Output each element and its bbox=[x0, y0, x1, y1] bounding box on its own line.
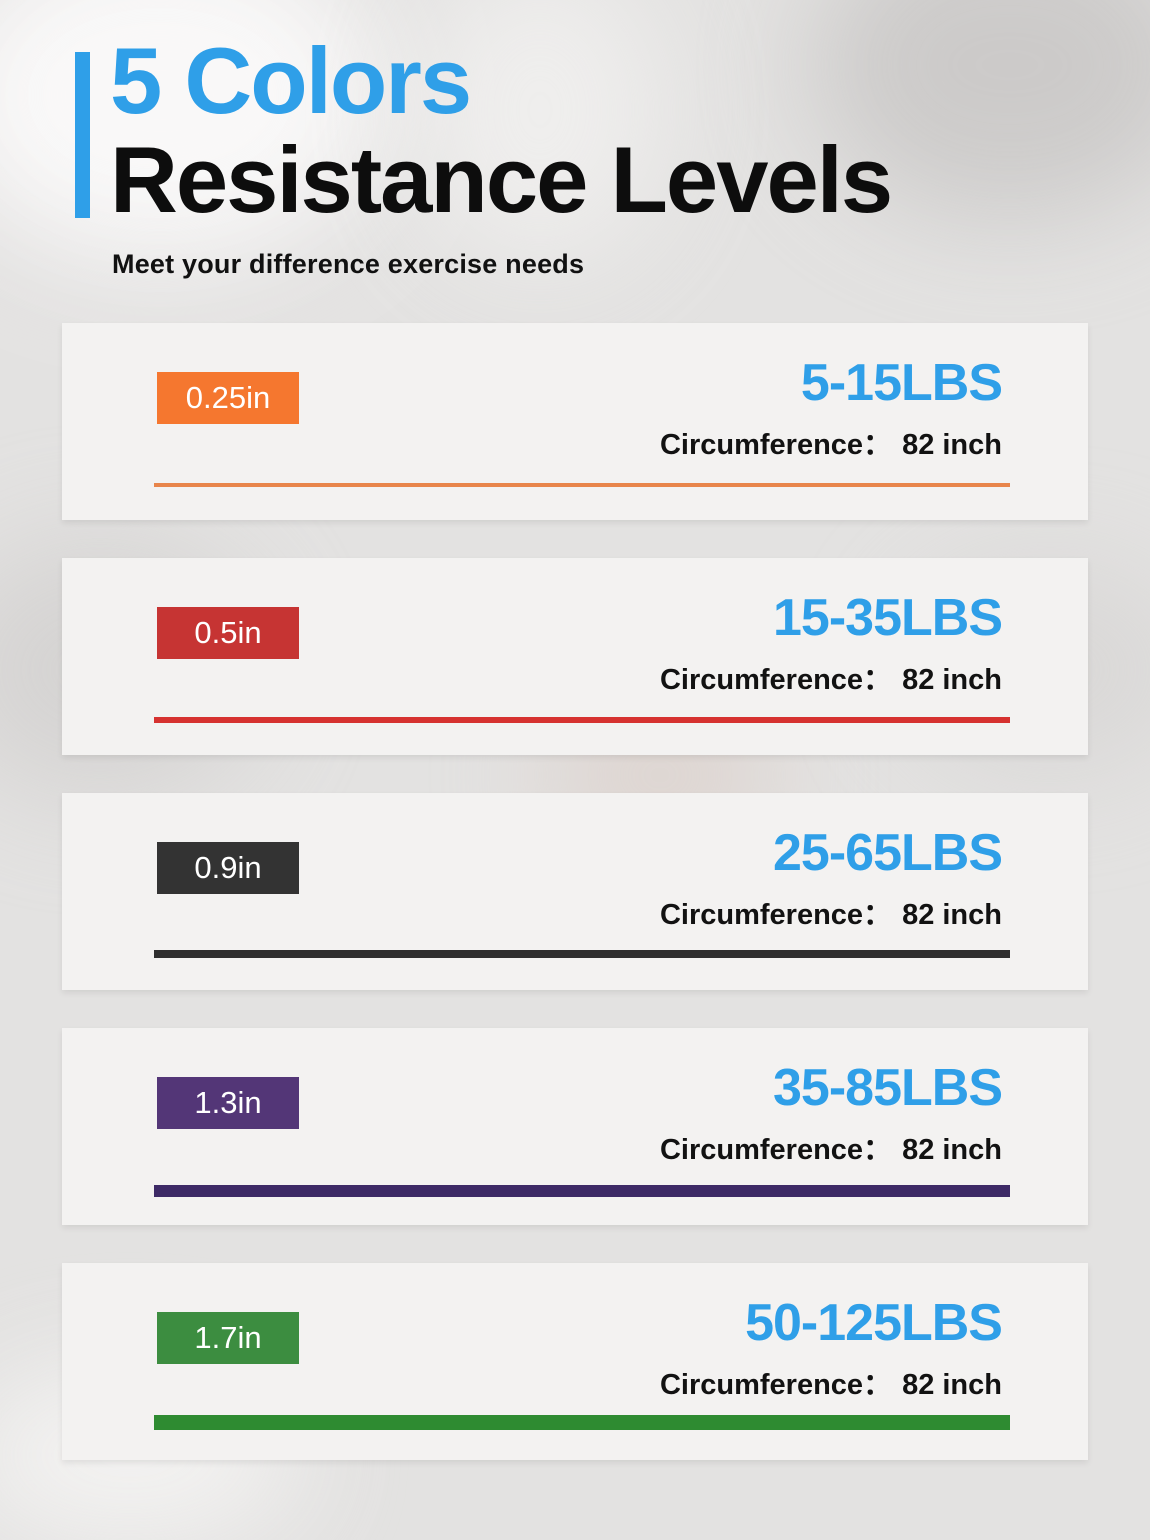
band-thickness-line bbox=[154, 1185, 1010, 1197]
page-title-colors: 5 Colors bbox=[110, 28, 472, 133]
band-thickness-line bbox=[154, 1415, 1010, 1430]
circumference-value: 82 inch bbox=[902, 1134, 1002, 1166]
circumference-text: Circumference： 82 inch bbox=[660, 662, 1002, 698]
circumference-label: Circumference： bbox=[659, 1369, 893, 1401]
resistance-range: 35-85LBS bbox=[773, 1059, 1003, 1117]
page-title-resistance-levels: Resistance Levels bbox=[110, 127, 893, 232]
circumference-value: 82 inch bbox=[902, 664, 1002, 696]
circumference-label: Circumference： bbox=[659, 1134, 893, 1166]
circumference-value: 82 inch bbox=[902, 1369, 1002, 1401]
resistance-card-1: 0.25in 5-15LBS Circumference： 82 inch bbox=[62, 323, 1088, 520]
band-width-tag: 0.25in bbox=[157, 372, 299, 424]
circumference-label: Circumference： bbox=[659, 664, 893, 696]
resistance-card-3: 0.9in 25-65LBS Circumference： 82 inch bbox=[62, 793, 1088, 990]
band-thickness-line bbox=[154, 950, 1010, 958]
page-subtitle: Meet your difference exercise needs bbox=[112, 249, 585, 279]
circumference-text: Circumference： 82 inch bbox=[660, 1367, 1002, 1403]
band-width-tag: 0.5in bbox=[157, 607, 299, 659]
resistance-card-2: 0.5in 15-35LBS Circumference： 82 inch bbox=[62, 558, 1088, 755]
band-width-tag: 0.9in bbox=[157, 842, 299, 894]
resistance-range: 5-15LBS bbox=[800, 354, 1003, 412]
accent-bar bbox=[75, 52, 90, 218]
circumference-text: Circumference： 82 inch bbox=[660, 427, 1002, 463]
band-width-tag: 1.3in bbox=[157, 1077, 299, 1129]
resistance-card-4: 1.3in 35-85LBS Circumference： 82 inch bbox=[62, 1028, 1088, 1225]
band-thickness-line bbox=[154, 717, 1010, 723]
circumference-label: Circumference： bbox=[659, 429, 893, 461]
circumference-text: Circumference： 82 inch bbox=[660, 897, 1002, 933]
resistance-range: 25-65LBS bbox=[773, 824, 1003, 882]
band-thickness-line bbox=[154, 483, 1010, 487]
circumference-text: Circumference： 82 inch bbox=[660, 1132, 1002, 1168]
band-width-tag: 1.7in bbox=[157, 1312, 299, 1364]
resistance-range: 50-125LBS bbox=[745, 1294, 1003, 1352]
circumference-value: 82 inch bbox=[902, 429, 1002, 461]
resistance-range: 15-35LBS bbox=[773, 589, 1003, 647]
backdrop-blur-blob bbox=[420, 0, 660, 260]
circumference-value: 82 inch bbox=[902, 899, 1002, 931]
resistance-card-5: 1.7in 50-125LBS Circumference： 82 inch bbox=[62, 1263, 1088, 1460]
circumference-label: Circumference： bbox=[659, 899, 893, 931]
